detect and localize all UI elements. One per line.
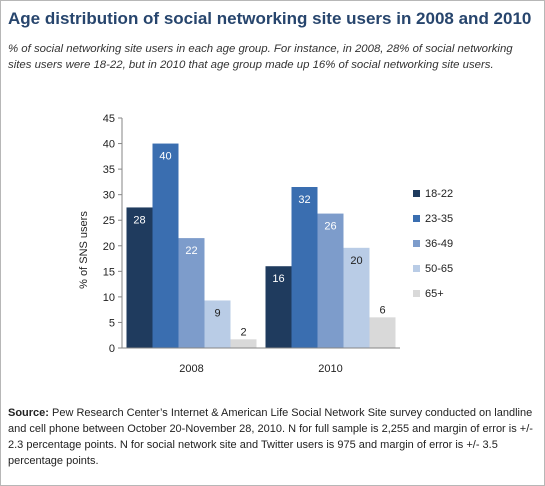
y-tick-label: 40: [103, 139, 115, 151]
bar: [126, 207, 153, 348]
data-label: 26: [324, 221, 336, 233]
bar: [317, 213, 344, 348]
legend-swatch: [413, 240, 420, 247]
y-tick-label: 20: [103, 241, 115, 253]
legend-swatch: [413, 215, 420, 222]
bar: [178, 238, 205, 348]
bar: [265, 266, 292, 348]
legend-swatch: [413, 290, 420, 297]
x-tick-label: 2008: [179, 363, 203, 375]
y-tick-label: 15: [103, 266, 115, 278]
source-label: Source:: [8, 407, 49, 419]
data-label: 40: [159, 151, 171, 163]
legend-label: 65+: [425, 288, 444, 300]
bar: [291, 187, 318, 348]
data-label: 22: [185, 245, 197, 257]
legend-label: 50-65: [425, 263, 453, 275]
y-axis-label: % of SNS users: [78, 211, 90, 289]
y-tick-label: 10: [103, 292, 115, 304]
source-note: Source: Pew Research Center’s Internet &…: [8, 405, 536, 469]
data-label: 6: [379, 304, 385, 316]
data-label: 9: [214, 307, 220, 319]
legend: 18-22 23-35 36-49 50-65 65+: [413, 188, 453, 300]
source-text: Pew Research Center’s Internet & America…: [8, 407, 533, 467]
legend-swatch: [413, 190, 420, 197]
data-label: 20: [350, 255, 362, 267]
legend-label: 23-35: [425, 213, 453, 225]
y-tick-label: 35: [103, 164, 115, 176]
legend-label: 36-49: [425, 238, 453, 250]
data-label: 2: [240, 326, 246, 338]
x-tick-label: 2010: [318, 363, 342, 375]
legend-swatch: [413, 265, 420, 272]
chart-title: Age distribution of social networking si…: [8, 9, 532, 28]
y-tick-label: 25: [103, 215, 115, 227]
data-label: 16: [272, 273, 284, 285]
y-tick-label: 45: [103, 113, 115, 125]
bar-series: 28 40 22 9 2 16 32 26 20 6: [126, 143, 396, 348]
bar: [152, 143, 179, 348]
bar: [204, 300, 231, 348]
legend-label: 18-22: [425, 188, 453, 200]
y-axis: 0 5 10 15 20 25 30 35 40 45: [103, 113, 123, 355]
data-label: 28: [133, 214, 145, 226]
bar: [343, 247, 370, 348]
y-tick-label: 0: [109, 343, 115, 355]
y-tick-label: 5: [109, 317, 115, 329]
chart-subtitle: % of social networking site users in eac…: [8, 43, 513, 71]
x-axis: 2008 2010: [122, 347, 400, 375]
y-tick-label: 30: [103, 190, 115, 202]
bar: [230, 339, 257, 348]
data-label: 32: [298, 194, 310, 206]
bar: [369, 317, 396, 348]
